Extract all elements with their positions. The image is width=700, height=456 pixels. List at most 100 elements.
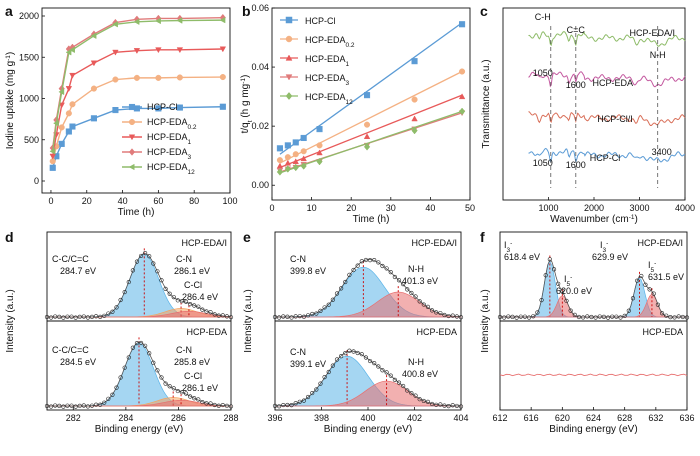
panel-c-spectrum [528,111,686,127]
panel-e-raw-point [314,311,319,316]
panel-b-legend-marker [285,54,293,61]
panel-d-raw-point [151,261,156,266]
panel-e-raw-point [285,402,290,408]
panel-b-point [363,143,371,151]
panel-b-ytick-label: 0.00 [251,180,269,190]
panel-a-point [49,164,56,171]
panel-f-raw-point [556,281,561,286]
panel-e-subplot-title: HCP-EDA [416,327,457,337]
panel-f-raw-point [560,288,565,294]
panel-e-raw-point [388,270,393,275]
panel-d-raw-point [89,314,95,320]
panel-e-xlabel: Binding energy (eV) [324,424,412,435]
panel-f-xtick-label: 624 [586,413,601,423]
panel-e-raw-point [454,403,459,409]
panel-f-raw-point [614,314,619,319]
panel-d-raw-point [57,314,62,319]
panel-d-raw-point [73,404,78,409]
panel-e-raw-point [318,381,323,386]
panel-e-raw-point [318,308,323,313]
panel-f-peak-energy: 618.4 eV [504,252,540,262]
panel-e-raw-point [277,404,282,409]
panel-f-raw-point [635,278,640,283]
panel-e-raw-point [434,310,439,315]
panel-b-point [276,157,283,164]
panel-f-raw-point [564,298,569,303]
panel-b-ylabel: t/qt (h g mg-1) [240,75,254,134]
panel-e-raw-point [305,394,311,400]
panel-f-raw-point [676,314,681,319]
panel-f-raw-point [630,296,636,301]
panel-a-ytick-label: 2000 [19,11,39,21]
panel-b-letter: b [242,3,251,19]
panel-e-raw-point [421,398,426,404]
panel-e-raw-point [334,291,340,296]
panel-b-legend-marker [285,16,293,24]
panel-b-point [316,149,323,156]
panel-a-point [133,48,141,54]
panel-d-raw-point [192,396,197,401]
panel-d-raw-point [163,381,168,386]
panel-f-raw-point [684,315,690,320]
panel-c-label-cl-i: HCP-Cl/I [597,114,633,124]
panel-d-raw-point [106,396,111,401]
panel-f-raw-point [514,315,519,320]
panel-e-peak-label: N-H [408,357,424,367]
panel-a-point [49,148,56,155]
panel-d-raw-point [93,314,99,319]
panel-b-fit-line [279,22,463,155]
panel-f-raw-point [547,257,552,262]
panel-e-raw-point [363,355,369,360]
panel-b-legend-marker [285,74,293,81]
panel-d-raw-point [69,403,74,408]
panel-a-axes [41,7,231,194]
panel-d-raw-point [118,375,123,380]
panel-a-legend-marker [128,118,136,126]
panel-e-raw-point [334,357,340,362]
panel-a-legend-marker [128,148,136,156]
panel-a-legend-label: HCP-EDA12 [147,162,195,176]
panel-b-point [459,68,466,75]
panel-d-ylabel: Intensity (a.u.) [5,289,16,352]
panel-e-raw-point [293,401,298,406]
panel-e-peak-label: C-N [290,347,306,357]
panel-e-raw-point [347,348,352,353]
panel-c-xlabel: Wavenumber (cm-1) [550,214,638,226]
panel-e-raw-point [343,351,348,356]
panel-e-raw-point [322,305,327,310]
panel-a-point [155,47,162,54]
panel-e-raw-point [458,315,464,320]
panel-b-fit-line [279,110,463,174]
panel-e-raw-point [442,403,447,408]
panel-d-raw-point [130,345,135,350]
panel-e-raw-point [289,403,294,408]
panel-d-raw-point [188,302,193,307]
panel-b-legend-marker [285,92,293,100]
panel-f-raw-point [651,291,656,296]
panel-a-point [53,120,59,127]
panel-e-raw-point [450,313,455,318]
panel-f-raw-point [626,308,631,313]
panel-a-point [69,101,76,108]
panel-d-peak-label: C-N [176,254,192,264]
panel-a-xtick-label: 80 [189,196,199,206]
panel-f-xtick-label: 612 [492,413,507,423]
panel-d-raw-point [200,307,205,312]
panel-d-raw-point [61,404,66,409]
panel-e-raw-point [310,390,315,396]
panel-a-point [58,88,65,96]
panel-e-raw-point [384,266,389,271]
panel-f-raw-point [539,298,544,303]
panel-b-point [411,126,418,135]
panel-b-xtick-label: 50 [465,203,475,213]
panel-d-raw-point [126,355,131,360]
panel-a-point [90,115,97,122]
panel-b-point [276,168,284,176]
panel-e-raw-point [339,354,344,359]
panel-a-point [112,49,119,56]
panel-a-point [69,123,76,130]
panel-d-raw-point [220,313,225,318]
panel-a-point [133,74,140,81]
panel-a-point [90,85,97,92]
